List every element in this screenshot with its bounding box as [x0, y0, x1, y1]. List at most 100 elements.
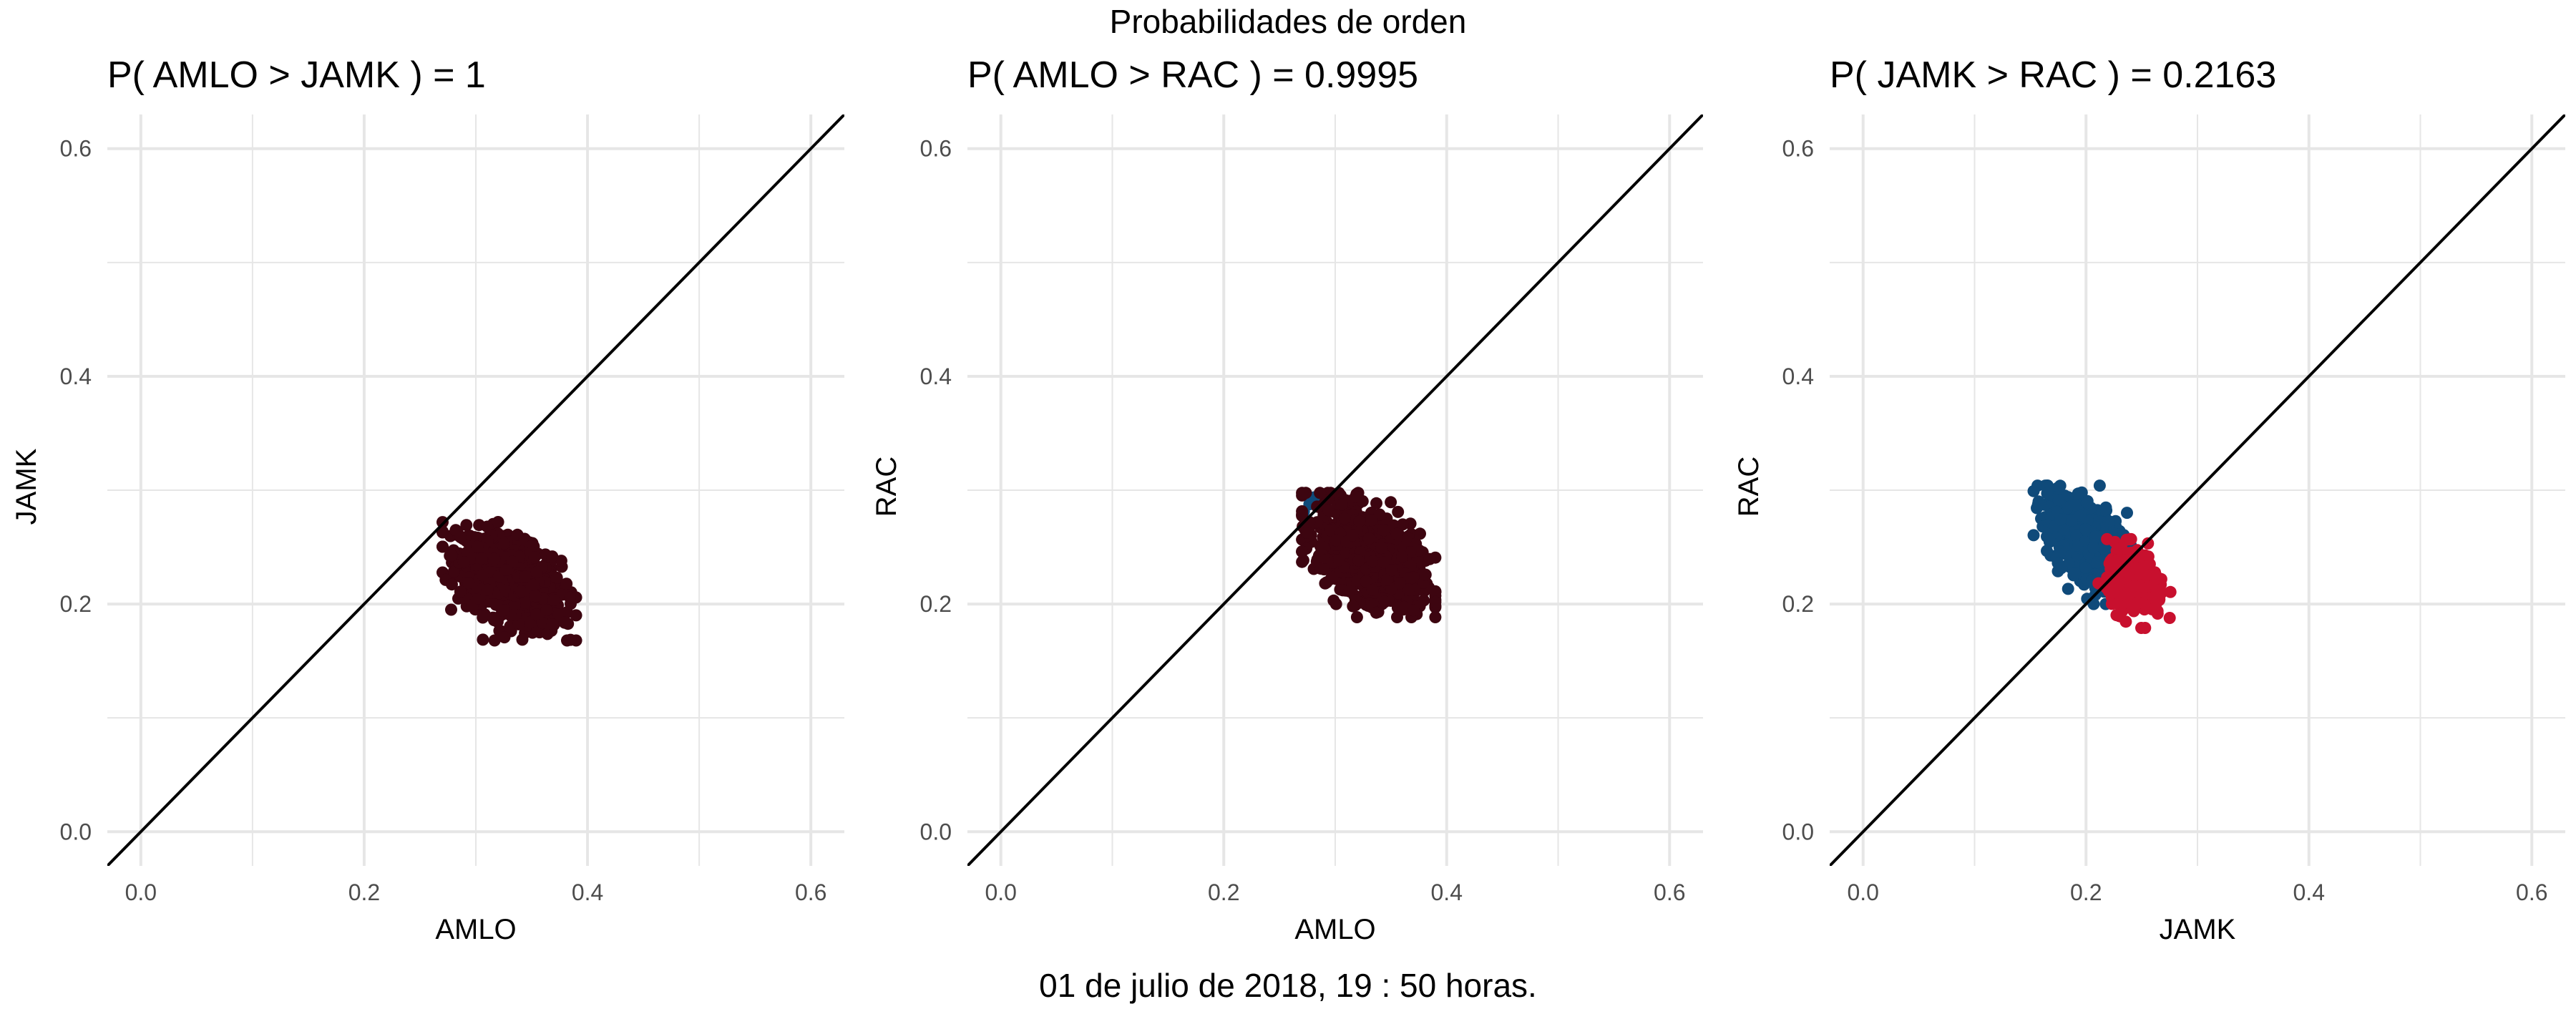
data-point	[2124, 533, 2137, 546]
data-point	[558, 616, 571, 629]
data-point	[2054, 545, 2067, 558]
data-point	[1392, 505, 1405, 518]
data-point	[2027, 529, 2040, 542]
data-point	[2141, 569, 2154, 582]
data-point	[481, 583, 494, 596]
chart-panel-2: 0.0 0.2 0.4 0.6 0.0 0.2 0.4 0.6 P( AMLO > RAC ) …	[871, 54, 1703, 945]
data-point	[2027, 484, 2040, 497]
data-point	[446, 578, 458, 591]
data-point	[2163, 612, 2176, 624]
figure-title: Probabilidades de orden	[1110, 3, 1467, 40]
data-point	[2093, 479, 2106, 492]
data-point	[1367, 555, 1380, 567]
data-point	[1423, 552, 1436, 565]
data-point	[1429, 611, 1442, 623]
data-point	[454, 585, 467, 598]
data-point	[2142, 537, 2155, 550]
data-point	[1322, 504, 1335, 517]
data-point	[488, 552, 501, 565]
data-point	[1362, 532, 1375, 545]
data-point	[2070, 529, 2083, 542]
x-tick-label: 0.4	[2293, 879, 2325, 905]
data-point	[546, 618, 559, 631]
x-axis-label: JAMK	[2160, 914, 2236, 945]
data-point	[516, 633, 529, 646]
data-point	[519, 570, 532, 583]
data-point	[2092, 556, 2104, 569]
data-point	[2079, 535, 2092, 547]
data-point	[1396, 550, 1408, 562]
data-point	[1353, 515, 1366, 527]
x-tick-label: 0.4	[572, 879, 603, 905]
y-tick-label: 0.0	[920, 819, 952, 844]
data-point	[497, 604, 510, 617]
data-point	[2129, 562, 2142, 575]
data-point	[1296, 545, 1309, 558]
data-point	[1390, 527, 1403, 540]
data-point	[1394, 577, 1406, 590]
scatter-points	[1296, 487, 1442, 623]
data-point	[1370, 606, 1382, 619]
data-point	[2097, 542, 2110, 555]
x-tick-label: 0.0	[125, 879, 157, 905]
data-point	[530, 608, 543, 621]
data-point	[2052, 494, 2065, 507]
data-point	[2135, 622, 2147, 634]
x-tick-label: 0.4	[1431, 879, 1463, 905]
y-tick-label: 0.4	[1782, 364, 1814, 389]
data-point	[1385, 496, 1397, 509]
data-point	[2055, 562, 2068, 575]
x-axis-label: AMLO	[435, 914, 516, 945]
data-point	[1350, 611, 1363, 623]
data-point	[2080, 497, 2093, 510]
data-point	[2110, 609, 2123, 622]
data-point	[518, 596, 531, 609]
data-point	[2113, 575, 2125, 588]
data-point	[2102, 515, 2115, 527]
scatter-series-dark_red	[436, 516, 582, 647]
data-point	[564, 591, 577, 604]
data-point	[1322, 494, 1335, 507]
data-point	[2079, 561, 2092, 574]
data-point	[555, 555, 567, 567]
data-point	[1340, 546, 1352, 559]
data-point	[488, 634, 501, 647]
chart-panel-3: 0.0 0.2 0.4 0.6 0.0 0.2 0.4 0.6 P( JAMK > RAC ) …	[1733, 54, 2565, 945]
y-tick-label: 0.6	[1782, 136, 1814, 162]
data-point	[1385, 564, 1398, 577]
data-point	[471, 540, 484, 553]
data-point	[1330, 598, 1342, 610]
data-point	[506, 555, 519, 568]
data-point	[2041, 487, 2054, 499]
data-point	[472, 592, 484, 605]
data-point	[1377, 524, 1390, 537]
y-axis-label: JAMK	[11, 448, 42, 525]
data-point	[2031, 498, 2044, 511]
data-point	[530, 565, 543, 578]
data-point	[457, 556, 470, 569]
data-point	[1381, 573, 1394, 586]
data-point	[537, 617, 550, 629]
data-point	[2128, 580, 2141, 593]
data-point	[1352, 554, 1365, 567]
data-point	[2043, 532, 2056, 545]
data-point	[1370, 497, 1382, 510]
data-point	[540, 604, 553, 616]
data-point	[508, 598, 521, 610]
x-tick-label: 0.2	[1208, 879, 1239, 905]
data-point	[514, 585, 527, 598]
data-point	[1396, 518, 1409, 531]
data-point	[1332, 554, 1345, 567]
data-point	[2087, 542, 2100, 554]
data-point	[1350, 490, 1362, 503]
x-tick-label: 0.0	[985, 879, 1016, 905]
data-point	[1335, 498, 1348, 511]
data-point	[1296, 487, 1309, 499]
panel-title: P( AMLO > RAC ) = 0.9995	[967, 54, 1418, 96]
reference-line-identity	[1830, 114, 2565, 866]
data-point	[1330, 534, 1342, 547]
data-point	[436, 526, 449, 539]
data-point	[487, 611, 499, 624]
data-point	[498, 537, 510, 550]
